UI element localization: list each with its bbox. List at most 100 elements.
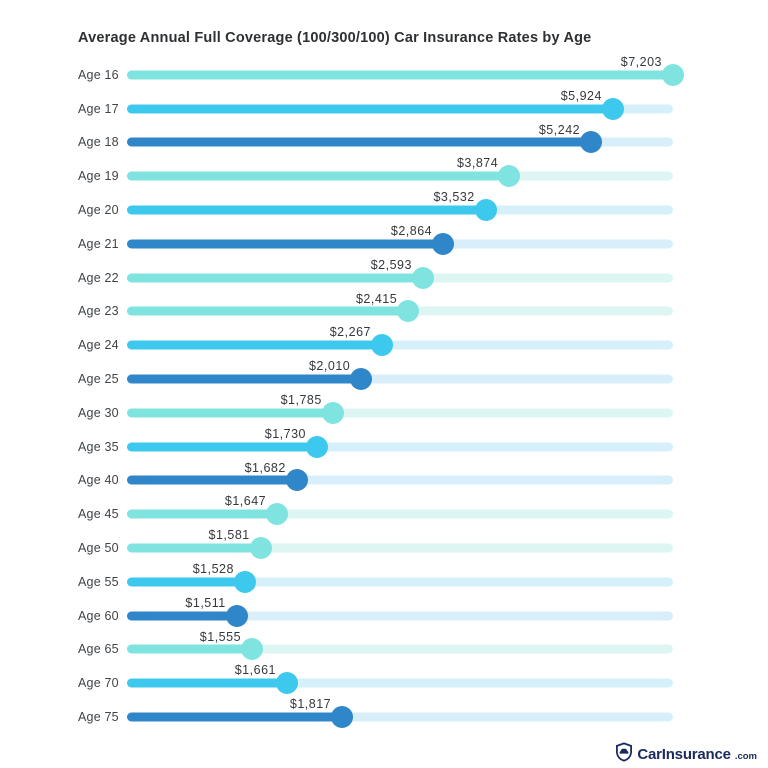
age-label: Age 70: [78, 676, 119, 691]
age-label: Age 30: [78, 405, 119, 420]
bar-track-bg: [127, 712, 673, 722]
bar-fill: [127, 239, 444, 249]
age-label: Age 23: [78, 304, 119, 319]
bar-track: $5,924: [127, 89, 673, 126]
bar-track: $1,528: [127, 562, 673, 599]
value-label: $3,874: [456, 156, 499, 171]
bar-row: Age 19 $3,874: [78, 156, 673, 193]
bar-track-bg: [127, 543, 673, 553]
bar-row: Age 40 $1,682: [78, 460, 673, 498]
bar-dot: [249, 537, 272, 560]
bar-track: $1,817: [127, 697, 673, 734]
bar-track: $2,267: [127, 325, 673, 362]
age-label: Age 17: [78, 101, 119, 116]
bar-fill: [127, 104, 613, 114]
bar-fill: [127, 205, 486, 215]
bar-track: $1,555: [127, 630, 673, 667]
footer-logo: CarInsurance .com: [615, 739, 757, 764]
bar-dot: [350, 368, 373, 391]
bar-track-bg: [127, 611, 673, 621]
bar-row: Age 50 $1,581: [78, 528, 673, 565]
bar-track-bg: [127, 577, 673, 587]
bar-dot: [498, 165, 521, 188]
age-label: Age 18: [78, 135, 119, 150]
bar-row: Age 35 $1,730: [78, 427, 673, 464]
bar-row: Age 25 $2,010: [78, 359, 673, 396]
age-label: Age 35: [78, 439, 119, 454]
bar-dot: [275, 672, 298, 695]
age-label: Age 25: [78, 372, 119, 387]
bar-dot: [233, 570, 256, 593]
age-label: Age 50: [78, 541, 119, 556]
bar-fill: [127, 137, 592, 147]
bar-fill: [127, 340, 382, 350]
bar-track: $1,511: [127, 595, 673, 633]
bar-track-bg: [127, 340, 673, 350]
bar-fill: [127, 577, 245, 587]
age-label: Age 55: [78, 574, 119, 589]
bar-row: Age 21 $2,864: [78, 223, 673, 261]
bar-fill: [127, 442, 317, 452]
bar-fill: [127, 611, 237, 621]
bar-track-bg: [127, 644, 673, 654]
bar-track-bg: [127, 475, 673, 485]
bar-dot: [474, 199, 497, 222]
brand-tld: .com: [734, 751, 757, 762]
bar-fill: [127, 171, 510, 181]
bar-fill: [127, 306, 409, 316]
value-label: $1,682: [244, 460, 286, 475]
bar-track: $2,415: [127, 292, 673, 329]
bar-track: $2,010: [127, 359, 673, 396]
age-label: Age 24: [78, 338, 119, 353]
bar-row: Age 70 $1,661: [78, 663, 673, 700]
bar-fill: [127, 273, 423, 283]
age-label: Age 21: [78, 236, 119, 251]
value-label: $5,242: [538, 122, 581, 137]
value-label: $2,864: [390, 223, 433, 238]
bar-track: $7,203: [127, 55, 684, 92]
bar-dot: [321, 401, 344, 424]
bar-dot: [580, 131, 603, 154]
age-label: Age 19: [78, 169, 119, 184]
bar-dot: [662, 63, 684, 86]
age-label: Age 22: [78, 270, 119, 285]
age-label: Age 20: [78, 203, 119, 218]
value-label: $1,647: [224, 494, 267, 509]
bar-fill: [127, 374, 362, 384]
age-label: Age 60: [78, 608, 119, 623]
bar-track-bg: [127, 442, 673, 452]
value-label: $1,581: [208, 528, 250, 543]
bar-dot: [241, 638, 264, 661]
bar-fill: [127, 678, 287, 688]
age-label: Age 40: [78, 473, 119, 488]
bar-track: $3,532: [127, 190, 673, 227]
bar-dot: [432, 232, 455, 255]
value-label: $1,661: [234, 663, 276, 678]
age-label: Age 65: [78, 642, 119, 657]
bar-row: Age 24 $2,267: [78, 325, 673, 362]
bar-track: $1,730: [127, 427, 673, 464]
bar-fill: [127, 543, 261, 553]
age-label: Age 45: [78, 507, 119, 522]
bar-track: $1,661: [127, 663, 673, 700]
bar-row: Age 20 $3,532: [78, 190, 673, 227]
value-label: $1,511: [185, 595, 226, 610]
bar-track: $1,682: [127, 460, 673, 498]
bar-row: Age 75 $1,817: [78, 697, 673, 734]
chart-title: Average Annual Full Coverage (100/300/10…: [78, 30, 592, 46]
bar-fill: [127, 408, 333, 418]
bar-dot: [331, 706, 354, 729]
bar-fill: [127, 644, 253, 654]
age-label: Age 16: [78, 67, 119, 82]
bar-row: Age 55 $1,528: [78, 562, 673, 599]
bar-row: Age 45 $1,647: [78, 494, 673, 531]
bar-track-bg: [127, 509, 673, 519]
bar-dot: [397, 300, 420, 323]
value-label: $2,593: [370, 257, 412, 272]
chart-rows: Age 16 $7,203 Age 17 $5,924 Age 18 $5,242 Age …: [78, 55, 684, 734]
value-label: $1,785: [280, 392, 322, 407]
bar-track: $1,647: [127, 494, 673, 531]
bar-dot: [225, 604, 248, 627]
bar-fill: [127, 475, 297, 485]
